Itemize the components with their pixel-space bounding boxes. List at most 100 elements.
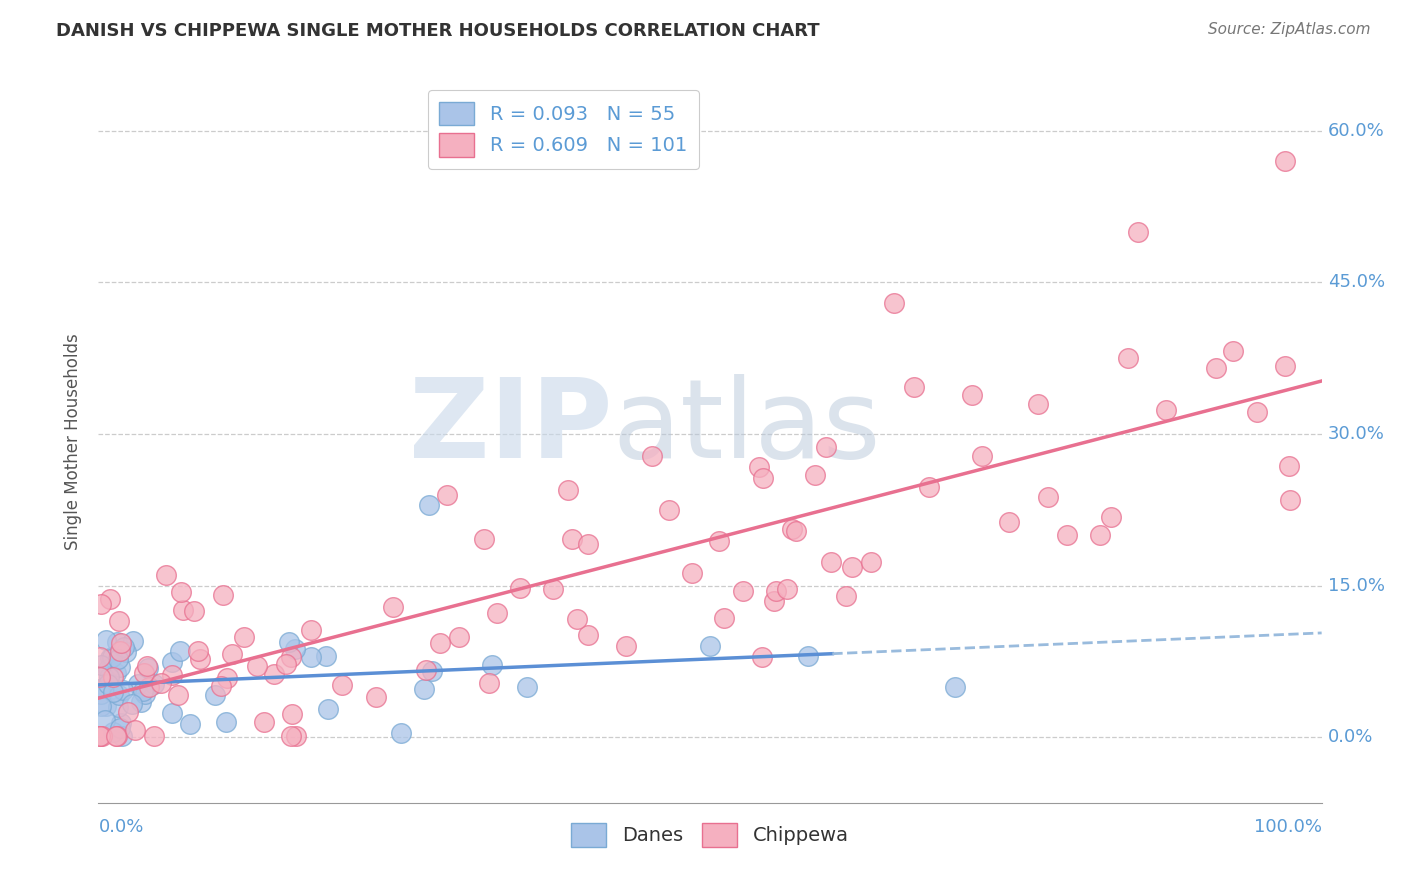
Point (111, 683, 134, 698)
Point (108, 614, 131, 628)
Point (1026, 397, 1049, 411)
Point (98, 651, 121, 665)
Point (763, 593, 786, 607)
Point (299, 623, 322, 637)
Point (115, 645, 138, 659)
Point (1116, 351, 1139, 366)
Point (903, 380, 925, 394)
Point (280, 650, 302, 665)
Point (1274, 154, 1296, 169)
Point (820, 555, 842, 569)
Point (776, 582, 799, 597)
Point (97, 662, 120, 676)
Text: atlas: atlas (612, 374, 880, 481)
Point (804, 468, 827, 483)
Point (127, 677, 149, 691)
Point (330, 678, 353, 692)
Point (212, 588, 235, 602)
Point (509, 581, 531, 595)
Point (780, 523, 803, 537)
Point (101, 670, 124, 684)
Point (252, 715, 274, 730)
Point (699, 639, 721, 653)
Point (89, 670, 111, 684)
Point (389, 726, 412, 740)
Point (108, 688, 131, 702)
Point (943, 680, 966, 694)
Point (94, 714, 117, 728)
Text: 15.0%: 15.0% (1327, 576, 1385, 595)
Point (105, 729, 128, 743)
Point (107, 699, 129, 714)
Point (122, 633, 145, 648)
Point (167, 688, 190, 702)
Point (138, 681, 160, 695)
Point (117, 706, 139, 720)
Point (89, 682, 111, 697)
Point (616, 639, 638, 653)
Point (447, 631, 470, 645)
Point (576, 628, 599, 642)
Point (101, 685, 124, 699)
Point (281, 707, 304, 722)
Point (420, 664, 443, 678)
Point (170, 585, 193, 599)
Point (104, 729, 127, 743)
Point (841, 560, 863, 574)
Point (111, 729, 134, 743)
Point (429, 636, 451, 650)
Point (100, 591, 122, 606)
Point (785, 524, 807, 538)
Point (169, 644, 191, 658)
Point (89, 729, 111, 743)
Point (150, 675, 173, 690)
Point (752, 471, 775, 485)
Y-axis label: Single Mother Households: Single Mother Households (65, 334, 83, 549)
Point (299, 649, 322, 664)
Point (97, 670, 120, 684)
Point (731, 584, 754, 599)
Point (90, 729, 112, 743)
Point (107, 652, 129, 666)
Point (1274, 359, 1296, 373)
Point (179, 717, 201, 731)
Point (90, 688, 112, 702)
Legend: Danes, Chippewa: Danes, Chippewa (564, 815, 856, 855)
Point (263, 666, 285, 681)
Point (89, 729, 111, 743)
Point (748, 460, 770, 475)
Point (436, 487, 458, 501)
Point (315, 649, 337, 664)
Point (90, 597, 112, 611)
Point (709, 533, 731, 548)
Point (560, 533, 582, 547)
Point (1246, 405, 1268, 419)
Point (415, 663, 437, 677)
Point (112, 640, 135, 655)
Point (1278, 493, 1301, 508)
Point (160, 706, 183, 721)
Text: 0.0%: 0.0% (98, 818, 143, 836)
Text: ZIP: ZIP (409, 374, 612, 481)
Point (132, 683, 155, 698)
Point (136, 659, 159, 673)
Point (860, 555, 883, 569)
Point (418, 498, 440, 512)
Point (94, 632, 117, 647)
Point (381, 599, 404, 614)
Point (217, 671, 239, 685)
Text: 60.0%: 60.0% (1327, 122, 1385, 140)
Point (276, 657, 298, 671)
Point (481, 657, 503, 672)
Point (284, 641, 307, 656)
Point (1088, 528, 1111, 542)
Point (557, 483, 579, 497)
Point (110, 635, 132, 649)
Point (1128, 225, 1150, 239)
Point (110, 716, 132, 731)
Point (815, 440, 838, 454)
Point (658, 503, 681, 517)
Point (280, 729, 302, 743)
Point (681, 566, 703, 580)
Point (412, 681, 434, 696)
